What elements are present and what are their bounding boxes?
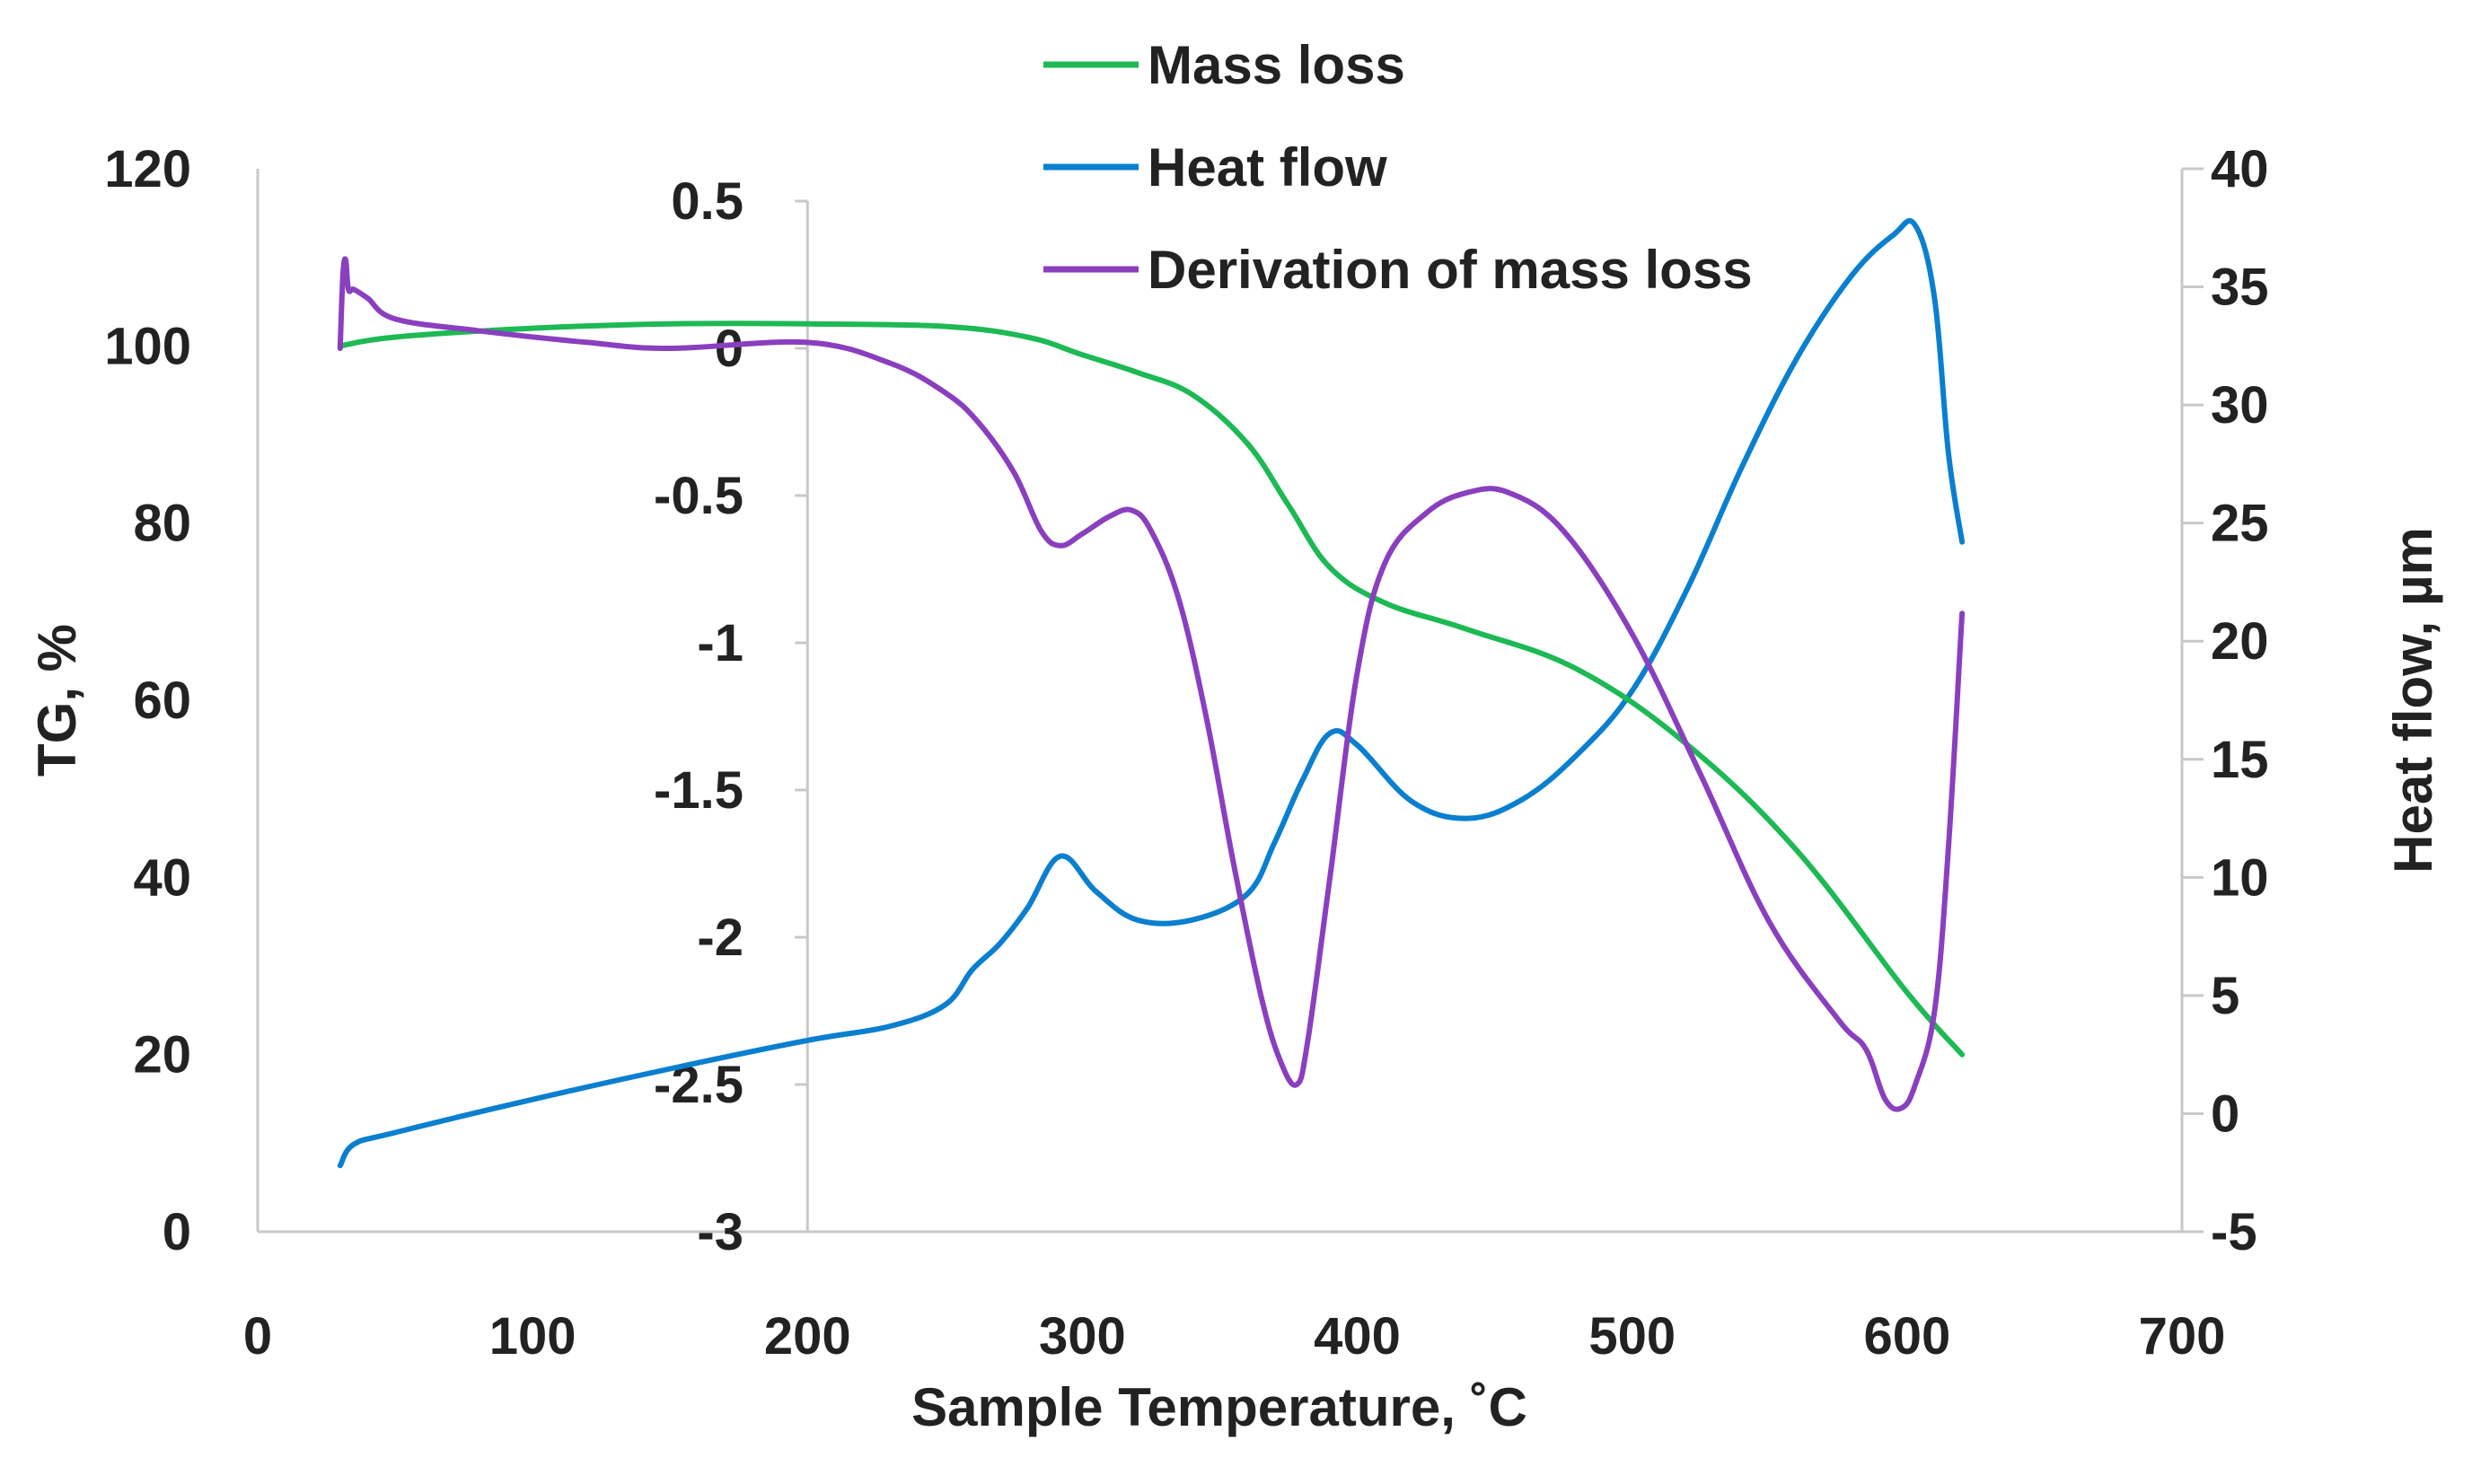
- x-tick-label: 300: [1039, 1307, 1126, 1365]
- y-right-tick-label: 40: [2211, 140, 2269, 198]
- series-line-mass-loss: [337, 321, 1966, 1058]
- series-line-heat-flow: [337, 218, 1966, 1169]
- x-tick-label: 500: [1588, 1307, 1676, 1365]
- y-right-tick-label: 25: [2211, 495, 2269, 553]
- y-left-tick-label: 40: [133, 848, 191, 907]
- y-left-tick-label: 20: [133, 1026, 191, 1084]
- y-mid-tick-label: 0.5: [671, 172, 743, 231]
- y-right-tick-label: 30: [2211, 376, 2269, 435]
- y-right-tick-label: 5: [2211, 967, 2239, 1025]
- y-mid-tick-label: 0: [715, 320, 743, 378]
- y-mid-tick-label: -0.5: [654, 467, 743, 525]
- y-right-tick-label: -5: [2211, 1203, 2257, 1261]
- x-tick-label: 0: [243, 1307, 272, 1365]
- series-line-derivation-of-mass-loss: [337, 256, 1966, 1112]
- y-left-axis-title: TG, %: [27, 624, 87, 777]
- legend-label-mass-loss: Mass loss: [1148, 35, 1405, 95]
- y-right-tick-label: 0: [2211, 1084, 2239, 1143]
- x-tick-label: 100: [489, 1307, 576, 1365]
- y-right-tick-label: 20: [2211, 612, 2269, 671]
- y-left-tick-label: 60: [133, 672, 191, 730]
- x-tick-label: 200: [764, 1307, 851, 1365]
- y-right-tick-label: 35: [2211, 259, 2269, 317]
- y-mid-tick-label: -1.5: [654, 761, 743, 820]
- y-left-tick-label: 80: [133, 495, 191, 553]
- y-right-tick-label: 10: [2211, 848, 2269, 907]
- x-tick-label: 400: [1314, 1307, 1401, 1365]
- legend-label-derivation-of-mass-loss: Derivation of mass loss: [1148, 240, 1753, 300]
- axes: 0 100 200 300 400 500 600 700020406080100120-3-…: [104, 140, 2268, 1365]
- y-mid-tick-label: -3: [697, 1203, 743, 1261]
- x-axis-title: Sample Temperature, ˚C: [911, 1377, 1527, 1437]
- y-right-tick-label: 15: [2211, 731, 2269, 789]
- y-mid-tick-label: -2: [697, 909, 743, 967]
- series-layer: [337, 218, 1966, 1169]
- y-right-axis-title: Heat flow, µm: [2383, 527, 2443, 874]
- legend: Mass loss Heat flow Derivation of mass los…: [1043, 35, 1753, 300]
- y-left-tick-label: 100: [104, 317, 191, 375]
- x-tick-label: 700: [2139, 1307, 2226, 1365]
- y-mid-tick-label: -2.5: [654, 1056, 743, 1114]
- x-tick-label: 600: [1863, 1307, 1950, 1365]
- y-left-tick-label: 0: [163, 1203, 191, 1261]
- legend-label-heat-flow: Heat flow: [1148, 137, 1387, 198]
- y-mid-tick-label: -1: [697, 614, 743, 672]
- y-left-tick-label: 120: [104, 140, 191, 198]
